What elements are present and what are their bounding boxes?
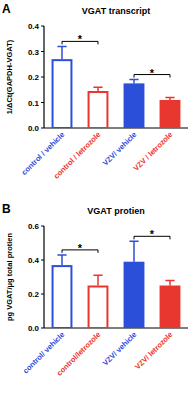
y-axis bbox=[43, 226, 44, 328]
y-tick-label: 0.3 bbox=[28, 48, 40, 57]
figure: A VGAT transcript 1/ΔCt(GAPDH-VGAT) 0.0 0.1 0… bbox=[0, 0, 193, 400]
annotation: * bbox=[78, 242, 83, 254]
title: VGAT transcript bbox=[82, 6, 150, 16]
bar bbox=[89, 287, 108, 329]
y-tick-label: 0.6 bbox=[28, 222, 40, 231]
y-tick-label: 0.2 bbox=[28, 290, 40, 299]
panel-1: B VGAT protien pg VGAT/μg total protien 0.0… bbox=[2, 202, 188, 378]
error-bar bbox=[129, 241, 138, 261]
y-tick-label: 0.0 bbox=[28, 124, 40, 133]
marks bbox=[53, 46, 180, 128]
bar bbox=[125, 263, 144, 328]
title: VGAT protien bbox=[87, 206, 144, 216]
y-axis bbox=[43, 26, 44, 128]
x-tick-label: control/letrozole bbox=[55, 330, 103, 378]
error-bar bbox=[57, 255, 66, 265]
x-tick-label: control / letrozole bbox=[52, 130, 103, 181]
error-bar bbox=[93, 275, 102, 285]
panel-label: A bbox=[2, 2, 11, 16]
error-bar bbox=[165, 280, 174, 285]
x-tick-label: VZV/ letrozole bbox=[133, 330, 174, 371]
error-bar bbox=[165, 97, 174, 100]
y-tick-label: 0.4 bbox=[28, 22, 40, 31]
annotation: * bbox=[78, 33, 83, 45]
y-tick-label: 0.0 bbox=[28, 324, 40, 333]
marks bbox=[53, 241, 180, 328]
error-bar bbox=[93, 87, 102, 91]
y-tick-label: 0.2 bbox=[28, 73, 40, 82]
panel-label: B bbox=[2, 202, 11, 216]
x-tick-label: VZV / letrozole bbox=[132, 130, 175, 173]
bar bbox=[89, 92, 108, 128]
bar bbox=[161, 287, 180, 329]
x-tick-label: VZV/ vehicle bbox=[101, 330, 139, 368]
bar bbox=[125, 84, 144, 128]
bar bbox=[53, 60, 72, 128]
x-tick-label: VZV/ vehicle bbox=[101, 130, 139, 168]
bar bbox=[161, 101, 180, 128]
annotation: * bbox=[150, 67, 155, 79]
bar bbox=[53, 266, 72, 328]
error-bar bbox=[57, 46, 66, 59]
y-axis-label: pg VGAT/μg total protien bbox=[5, 232, 14, 321]
y-axis-label: 1/ΔCt(GAPDH-VGAT) bbox=[5, 39, 14, 114]
y-tick-label: 0.1 bbox=[28, 99, 40, 108]
error-bar bbox=[129, 80, 138, 84]
panel-0: A VGAT transcript 1/ΔCt(GAPDH-VGAT) 0.0 0.1 0… bbox=[2, 2, 188, 181]
annotation: * bbox=[150, 228, 155, 240]
y-tick-label: 0.4 bbox=[28, 256, 40, 265]
